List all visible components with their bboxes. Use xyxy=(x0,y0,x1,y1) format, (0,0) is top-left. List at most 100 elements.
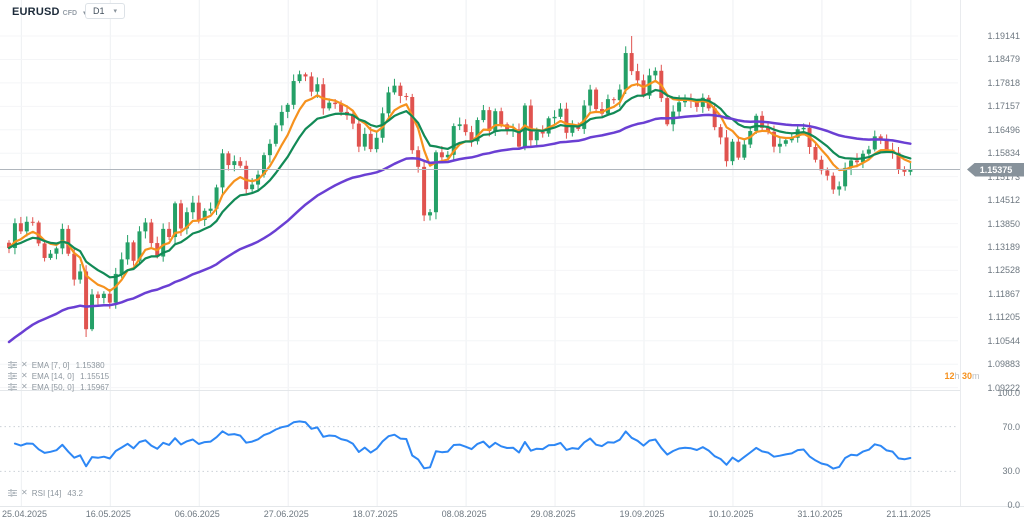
price-axis-label: 1.16496 xyxy=(987,124,1020,135)
price-axis-label: 1.09222 xyxy=(987,382,1020,393)
candle xyxy=(24,216,29,237)
sliders-icon[interactable] xyxy=(8,383,17,391)
indicator-legend-row: ✕ EMA [50, 0] 1.15967 xyxy=(8,382,109,392)
candle xyxy=(232,155,237,172)
candle xyxy=(463,119,468,136)
sliders-icon[interactable] xyxy=(8,489,17,497)
price-axis-label: 1.19141 xyxy=(987,31,1020,41)
candle xyxy=(451,123,456,162)
candle xyxy=(736,135,741,160)
candle xyxy=(831,172,836,194)
candle xyxy=(392,78,397,95)
price-axis-label: 1.18479 xyxy=(987,54,1020,65)
price-axis[interactable]: 1.15375 1.19141 1.18479 1.17818 1.17157 1.16… xyxy=(960,0,1024,510)
candle xyxy=(368,126,373,153)
rsi-axis-label: 0.0 xyxy=(1007,500,1020,510)
candle xyxy=(143,218,148,239)
indicator-label: EMA [7, 0] xyxy=(31,360,70,370)
axis-divider xyxy=(0,506,1024,507)
date-axis-label: 18.07.2025 xyxy=(352,509,398,519)
close-icon[interactable]: ✕ xyxy=(21,360,28,369)
candle xyxy=(149,218,154,248)
candle xyxy=(558,103,563,119)
indicator-value: 43.2 xyxy=(67,488,83,498)
candle xyxy=(700,93,705,113)
candle xyxy=(730,138,735,166)
indicator-value: 1.15380 xyxy=(75,360,105,370)
date-axis-label: 25.04.2025 xyxy=(2,509,48,519)
indicator-value: 1.15515 xyxy=(80,371,110,381)
candle xyxy=(54,246,59,260)
candle xyxy=(244,160,249,194)
symbol-selector[interactable]: EURUSD CFD ▾ xyxy=(12,6,87,18)
candle xyxy=(623,46,628,95)
candle xyxy=(611,97,616,104)
countdown-minutes: 30 xyxy=(962,371,973,381)
candle xyxy=(653,67,658,82)
price-axis-label: 1.11205 xyxy=(988,312,1020,323)
timeframe-value: D1 xyxy=(93,6,105,16)
indicator-label: RSI [14] xyxy=(31,488,62,498)
close-icon[interactable]: ✕ xyxy=(21,382,28,391)
candle xyxy=(766,123,771,135)
candle xyxy=(137,226,142,263)
date-axis[interactable]: 25.04.2025 16.05.2025 06.06.2025 27.06.2025… xyxy=(0,507,960,523)
indicator-label: EMA [14, 0] xyxy=(31,371,75,381)
candle xyxy=(635,63,640,87)
countdown-minutes-unit: m xyxy=(972,371,980,381)
countdown-hours: 12 xyxy=(944,371,955,381)
candle xyxy=(238,157,243,168)
candle xyxy=(131,240,136,266)
candle xyxy=(404,93,409,101)
candle xyxy=(220,149,225,195)
candle xyxy=(742,138,747,160)
gridlines xyxy=(0,0,958,506)
candle xyxy=(90,289,95,332)
price-axis-label: 1.14512 xyxy=(987,195,1020,206)
sliders-icon[interactable] xyxy=(8,361,17,369)
ema-indicator-legend: ✕ EMA [7, 0] 1.15380 ✕ EMA [14, 0] 1.15515 ✕ EM… xyxy=(8,360,109,393)
candle xyxy=(273,122,278,147)
candle xyxy=(505,122,510,135)
indicator-legend-row: ✕ EMA [14, 0] 1.15515 xyxy=(8,371,109,381)
candle xyxy=(777,137,782,154)
price-axis-label: 1.10544 xyxy=(987,335,1020,346)
date-axis-label: 08.08.2025 xyxy=(441,509,487,519)
candle xyxy=(78,264,83,284)
candle xyxy=(422,160,427,222)
candle xyxy=(819,155,824,175)
candle xyxy=(837,181,842,196)
sliders-icon[interactable] xyxy=(8,372,17,380)
price-axis-label: 1.17157 xyxy=(987,101,1020,112)
candle xyxy=(267,139,272,163)
candle xyxy=(48,249,53,260)
timeframe-selector[interactable]: D1 ▾ xyxy=(85,3,126,19)
candle xyxy=(552,110,557,125)
candle xyxy=(469,125,474,147)
price-axis-label: 1.13189 xyxy=(987,241,1020,252)
candle xyxy=(428,209,433,221)
candle xyxy=(872,130,877,152)
candle xyxy=(161,223,166,262)
candle xyxy=(362,127,367,151)
candle xyxy=(42,241,47,262)
main-candlestick-chart[interactable] xyxy=(0,0,960,506)
symbol-name: EURUSD xyxy=(12,6,60,18)
candle xyxy=(754,113,759,134)
date-axis-label: 29.08.2025 xyxy=(530,509,576,519)
date-axis-label: 27.06.2025 xyxy=(263,509,309,519)
candle xyxy=(866,145,871,156)
close-icon[interactable]: ✕ xyxy=(21,371,28,380)
price-axis-label: 1.15173 xyxy=(987,171,1020,182)
rsi-axis-label: 70.0 xyxy=(1002,421,1020,432)
candle xyxy=(582,100,587,134)
close-icon[interactable]: ✕ xyxy=(21,488,28,497)
panel-divider[interactable] xyxy=(0,390,1024,391)
candle xyxy=(570,120,575,137)
candle xyxy=(410,93,415,154)
price-axis-label: 1.15834 xyxy=(987,148,1020,159)
candle xyxy=(457,117,462,131)
indicator-legend-row: ✕ RSI [14] 43.2 xyxy=(8,488,83,498)
candle xyxy=(101,291,106,304)
